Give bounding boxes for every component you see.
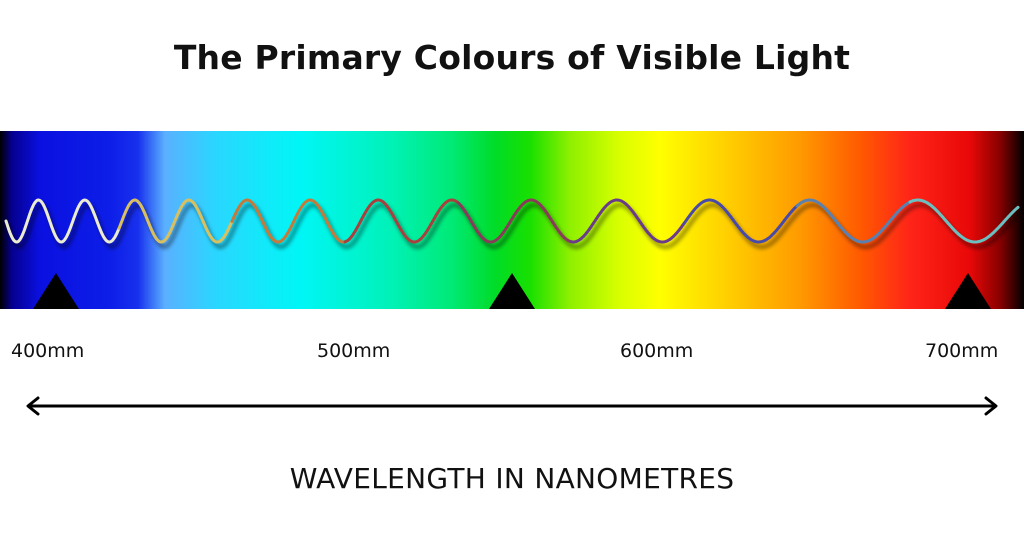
wave-segment: [456, 198, 573, 244]
wave-segment: [569, 198, 686, 244]
tick-label-700: 700mm: [925, 340, 999, 362]
marker-triangle-middle: [489, 273, 535, 309]
tick-label-400: 400mm: [11, 340, 85, 362]
wave-segment: [795, 198, 912, 244]
axis-caption: WAVELENGTH IN NANOMETRES: [289, 462, 735, 495]
light-wave: [4, 198, 1020, 244]
tick-label-600: 600mm: [620, 340, 694, 362]
tick-label-500: 500mm: [317, 340, 391, 362]
wave-segment: [682, 198, 799, 244]
marker-triangle-right: [945, 273, 991, 309]
diagram-title: The Primary Colours of Visible Light: [173, 38, 851, 77]
wave-segment: [117, 198, 234, 244]
marker-triangle-left: [33, 273, 79, 309]
wave-segment: [4, 198, 121, 244]
spectrum-overlay: [4, 198, 1020, 309]
arrow-head-left: [26, 396, 40, 416]
arrow-head-right: [984, 396, 998, 416]
wavelength-double-arrow: [26, 396, 998, 416]
wave-segment: [230, 198, 347, 244]
visible-spectrum-band: [0, 131, 1024, 309]
wave-segment: [343, 198, 460, 244]
wave-segment: [908, 198, 1020, 244]
